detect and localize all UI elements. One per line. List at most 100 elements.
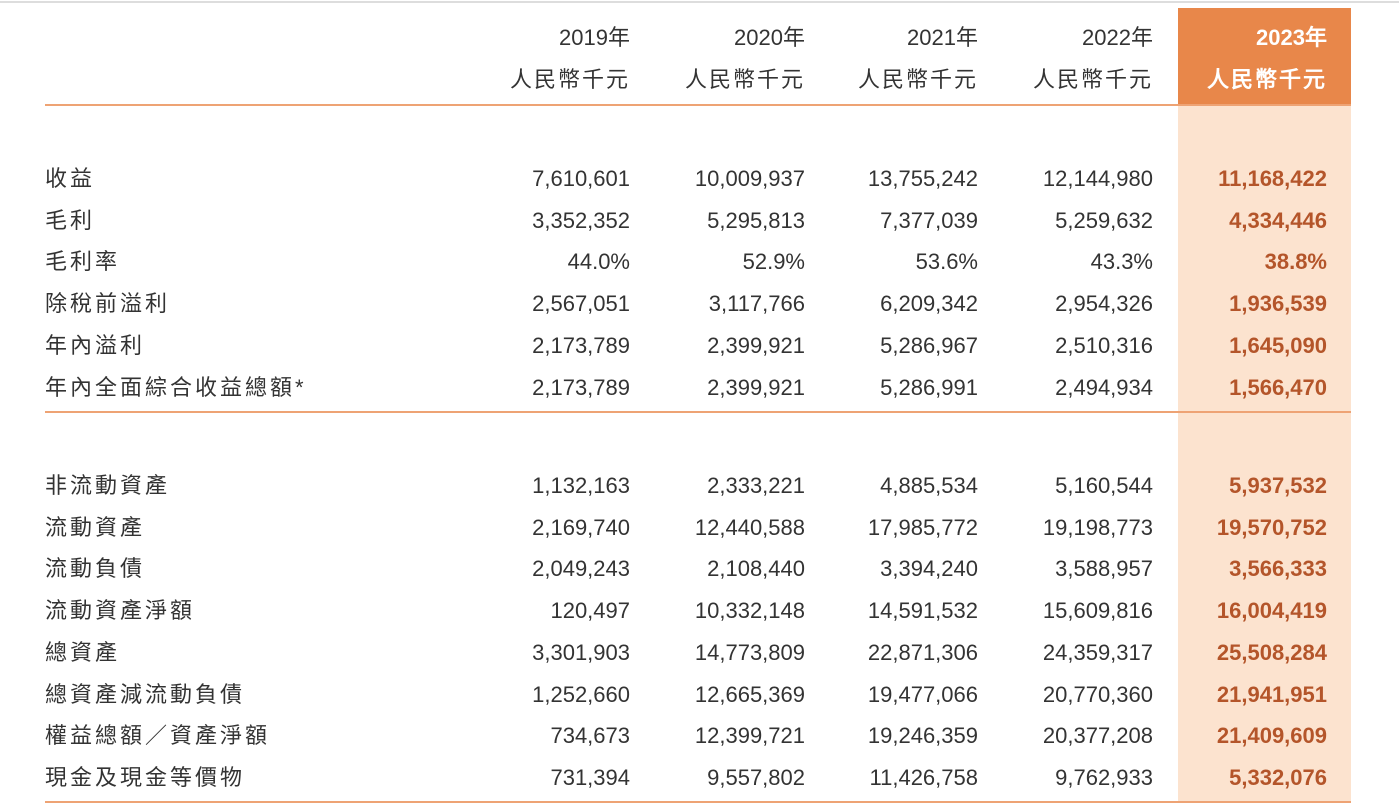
cell-value: 5,332,076	[1229, 764, 1327, 790]
cell-value: 5,937,532	[1229, 473, 1327, 498]
cell-value: 19,246,359	[867, 723, 978, 749]
cell-value: 9,557,802	[707, 764, 805, 790]
cell-value: 12,399,721	[694, 723, 805, 749]
cell-value: 5,286,967	[880, 332, 978, 358]
cell-value: 15,609,816	[1042, 598, 1153, 624]
cell-value: 19,570,752	[1216, 514, 1327, 540]
cell-value: 5,286,991	[880, 374, 978, 400]
row-label: 除稅前溢利	[45, 291, 171, 317]
row-label: 現金及現金等價物	[45, 764, 246, 790]
cell-value: 734,673	[550, 723, 630, 749]
cell-value: 5,160,544	[1055, 473, 1153, 498]
top-rule	[0, 1, 1399, 3]
cell-value: 2,567,051	[532, 291, 630, 317]
cell-value: 12,440,588	[694, 514, 805, 540]
column-unit: 人民幣千元	[857, 67, 978, 92]
cell-value: 5,259,632	[1055, 207, 1153, 233]
cell-value: 3,394,240	[880, 556, 978, 582]
column-year: 2022年	[1082, 25, 1153, 50]
cell-value: 2,399,921	[707, 332, 805, 358]
cell-value: 3,352,352	[532, 207, 630, 233]
cell-value: 1,936,539	[1229, 291, 1327, 317]
cell-value: 24,359,317	[1042, 639, 1153, 665]
column-unit: 人民幣千元	[1206, 67, 1327, 92]
cell-value: 21,409,609	[1216, 723, 1327, 749]
column-unit: 人民幣千元	[1032, 67, 1153, 92]
row-label: 毛利率	[45, 249, 121, 275]
cell-value: 52.9%	[742, 249, 805, 275]
cell-value: 5,295,813	[707, 207, 805, 233]
cell-value: 4,885,534	[880, 473, 978, 498]
cell-value: 20,770,360	[1042, 681, 1153, 707]
highlight-body	[1178, 8, 1351, 802]
cell-value: 2,173,789	[532, 374, 630, 400]
cell-value: 25,508,284	[1216, 639, 1327, 665]
cell-value: 2,494,934	[1055, 374, 1153, 400]
cell-value: 1,132,163	[532, 473, 630, 498]
row-label: 總資產	[45, 639, 121, 665]
cell-value: 9,762,933	[1055, 764, 1153, 790]
cell-value: 6,209,342	[880, 291, 978, 317]
row-label: 年內全面綜合收益總額*	[45, 374, 307, 400]
row-label: 權益總額／資產淨額	[45, 723, 271, 749]
row-label: 流動資產淨額	[45, 598, 196, 624]
cell-value: 19,198,773	[1042, 514, 1153, 540]
cell-value: 3,301,903	[532, 639, 630, 665]
column-unit: 人民幣千元	[684, 67, 805, 92]
highlight-header	[1178, 8, 1351, 106]
cell-value: 13,755,242	[867, 166, 978, 191]
cell-value: 19,477,066	[867, 681, 978, 707]
cell-value: 38.8%	[1264, 249, 1327, 275]
cell-value: 17,985,772	[867, 514, 978, 540]
cell-value: 1,645,090	[1229, 332, 1327, 358]
cell-value: 43.3%	[1090, 249, 1153, 275]
section-rule	[45, 411, 1351, 413]
cell-value: 10,009,937	[694, 166, 805, 191]
cell-value: 4,334,446	[1229, 207, 1327, 233]
column-year: 2021年	[907, 25, 978, 50]
row-label: 毛利	[45, 207, 96, 233]
row-label: 流動資產	[45, 514, 146, 540]
column-year: 2023年	[1256, 25, 1327, 50]
cell-value: 16,004,419	[1216, 598, 1327, 624]
cell-value: 2,049,243	[532, 556, 630, 582]
cell-value: 44.0%	[567, 249, 630, 275]
cell-value: 20,377,208	[1042, 723, 1153, 749]
row-label: 非流動資產	[45, 473, 171, 498]
cell-value: 11,426,758	[869, 764, 978, 790]
cell-value: 2,399,921	[707, 374, 805, 400]
cell-value: 7,610,601	[532, 166, 630, 191]
cell-value: 12,144,980	[1042, 166, 1153, 191]
cell-value: 2,169,740	[532, 514, 630, 540]
cell-value: 14,773,809	[694, 639, 805, 665]
cell-value: 11,168,422	[1218, 166, 1327, 191]
cell-value: 2,173,789	[532, 332, 630, 358]
cell-value: 14,591,532	[867, 598, 978, 624]
row-label: 總資產減流動負債	[45, 681, 246, 707]
row-label: 收益	[45, 166, 96, 191]
cell-value: 10,332,148	[694, 598, 805, 624]
column-unit: 人民幣千元	[509, 67, 630, 92]
cell-value: 2,954,326	[1055, 291, 1153, 317]
row-label: 年內溢利	[45, 332, 146, 358]
row-label: 流動負債	[45, 556, 146, 582]
header-rule	[45, 104, 1351, 106]
cell-value: 3,588,957	[1055, 556, 1153, 582]
cell-value: 21,941,951	[1216, 681, 1327, 707]
cell-value: 53.6%	[915, 249, 978, 275]
column-year: 2020年	[734, 25, 805, 50]
column-year: 2019年	[559, 25, 630, 50]
cell-value: 2,510,316	[1055, 332, 1153, 358]
cell-value: 3,117,766	[708, 291, 805, 317]
bottom-rule	[45, 801, 1351, 803]
cell-value: 12,665,369	[694, 681, 805, 707]
cell-value: 120,497	[550, 598, 630, 624]
cell-value: 3,566,333	[1229, 556, 1327, 582]
cell-value: 22,871,306	[867, 639, 978, 665]
cell-value: 7,377,039	[880, 207, 978, 233]
cell-value: 1,566,470	[1229, 374, 1327, 400]
cell-value: 2,333,221	[707, 473, 805, 498]
cell-value: 1,252,660	[532, 681, 630, 707]
cell-value: 2,108,440	[707, 556, 805, 582]
